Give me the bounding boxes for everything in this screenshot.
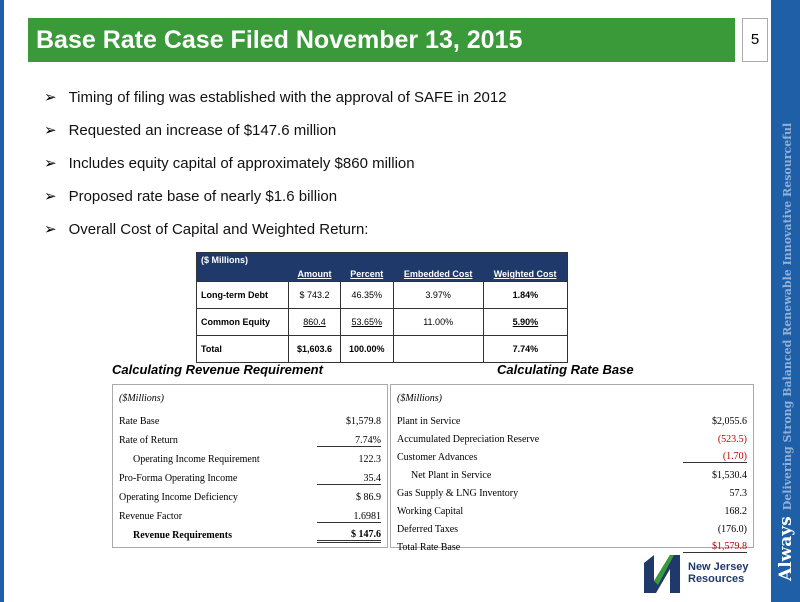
cell: 100.00%: [339, 335, 394, 363]
cell: 11.00%: [392, 308, 484, 336]
row-label: Accumulated Depreciation Reserve: [397, 433, 540, 445]
cell: Long-term Debt: [196, 281, 289, 309]
column-header: Percent: [340, 252, 394, 282]
bullet: Proposed rate base of nearly $1.6 billio…: [44, 187, 507, 220]
cell: $ 743.2: [288, 281, 341, 309]
title: Base Rate Case Filed November 13, 2015: [36, 26, 523, 54]
row-value: 1.6981: [317, 511, 381, 523]
row-label: Revenue Factor: [119, 511, 183, 522]
row-label: Rate of Return: [119, 435, 178, 446]
bullet-list: Timing of filing was established with th…: [44, 88, 507, 253]
row-value: 7.74%: [317, 435, 381, 447]
row-value: 35.4: [317, 473, 381, 485]
logo-icon: [644, 555, 680, 593]
row-label: Operating Income Deficiency: [119, 492, 238, 503]
row-value: $ 147.6: [317, 529, 381, 543]
column-header: Amount: [288, 252, 341, 282]
column-header: Weighted Cost: [483, 252, 568, 282]
column-header: ($ Millions): [196, 252, 289, 282]
rate-base-caption: Calculating Rate Base: [497, 362, 634, 377]
row: Long-term Debt $ 743.2 46.35% 3.97% 1.84%: [196, 281, 568, 309]
logo: New Jersey Resources: [640, 553, 749, 600]
cell: $1,603.6: [288, 335, 341, 363]
banner-tagline: Delivering Strong Balanced Renewable Inn…: [781, 122, 794, 511]
row-label: Deferred Taxes: [397, 523, 459, 535]
title-bar: Base Rate Case Filed November 13, 2015: [28, 18, 735, 62]
revenue-table: ($Millions) Rate Base $1,579.8 Rate of Retu…: [112, 384, 388, 548]
unit-label: ($Millions): [397, 393, 442, 404]
cell: Common Equity: [196, 308, 289, 336]
bullet: Requested an increase of $147.6 million: [44, 121, 507, 154]
banner-word: Always: [776, 516, 796, 581]
row: Pro-Forma Operating Income 35.4: [119, 469, 381, 488]
row-label: Revenue Requirements: [133, 530, 232, 541]
row: Revenue Requirements $ 147.6: [119, 526, 381, 545]
cost-table: ($ Millions) Amount Percent Embedded Cost We…: [196, 252, 568, 363]
logo-text: New Jersey Resources: [688, 561, 749, 585]
row-value: (176.0): [717, 523, 747, 535]
rate-base-table: ($Millions) Plant in Service $2,055.6 Accum…: [390, 384, 754, 553]
row: Common Equity 860.4 53.65% 11.00% 5.90%: [196, 308, 568, 336]
row-label: Operating Income Requirement: [133, 454, 260, 465]
cell: [392, 335, 484, 363]
row-value: (523.5): [717, 433, 747, 445]
row: Rate Base $1,579.8: [119, 412, 381, 431]
row-value: 168.2: [724, 505, 748, 517]
cell: 860.4: [288, 308, 341, 336]
row: Revenue Factor 1.6981: [119, 507, 381, 526]
row-label: Net Plant in Service: [411, 469, 492, 481]
bullet: Overall Cost of Capital and Weighted Ret…: [44, 220, 507, 253]
row-value: $1,579.8: [346, 416, 381, 427]
row: Working Capital 168.2: [397, 502, 747, 520]
row: Customer Advances (1.70): [397, 448, 747, 466]
row-value: $ 86.9: [356, 492, 381, 503]
page-number: 5: [742, 18, 768, 62]
row: Total Rate Base $1,579.8: [397, 538, 747, 556]
row-label: Working Capital: [397, 505, 464, 517]
row: Plant in Service $2,055.6: [397, 412, 747, 430]
cell: 1.84%: [482, 281, 568, 309]
row: Net Plant in Service $1,530.4: [397, 466, 747, 484]
row: Rate of Return 7.74%: [119, 431, 381, 450]
left-edge: [0, 0, 4, 602]
side-banner: Always Delivering Strong Balanced Renewab…: [771, 0, 800, 602]
row-value: $2,055.6: [712, 415, 747, 427]
row: Deferred Taxes (176.0): [397, 520, 747, 538]
cell: 7.74%: [482, 335, 568, 363]
row: Total $1,603.6 100.00% 7.74%: [196, 335, 568, 363]
header-row: ($ Millions) Amount Percent Embedded Cost We…: [196, 252, 568, 282]
cell: Total: [196, 335, 289, 363]
cell: 53.65%: [339, 308, 394, 336]
row-label: Gas Supply & LNG Inventory: [397, 487, 519, 499]
row-label: Pro-Forma Operating Income: [119, 473, 238, 484]
row: Accumulated Depreciation Reserve (523.5): [397, 430, 747, 448]
cell: 46.35%: [339, 281, 394, 309]
column-header: Embedded Cost: [393, 252, 484, 282]
row-value: 122.3: [358, 454, 382, 465]
row-value: $1,579.8: [683, 541, 747, 553]
row: Operating Income Requirement 122.3: [119, 450, 381, 469]
row-value: (1.70): [683, 451, 747, 463]
bullet: Timing of filing was established with th…: [44, 88, 507, 121]
row-label: Rate Base: [119, 416, 160, 427]
bullet: Includes equity capital of approximately…: [44, 154, 507, 187]
row: Gas Supply & LNG Inventory 57.3: [397, 484, 747, 502]
cell: 3.97%: [392, 281, 484, 309]
row-value: 57.3: [729, 487, 748, 499]
row-label: Customer Advances: [397, 451, 478, 463]
row-label: Plant in Service: [397, 415, 461, 427]
row: Operating Income Deficiency $ 86.9: [119, 488, 381, 507]
revenue-caption: Calculating Revenue Requirement: [112, 362, 323, 377]
row-value: $1,530.4: [712, 469, 747, 481]
cell: 5.90%: [482, 308, 568, 336]
unit-label: ($Millions): [119, 393, 164, 404]
row-label: Total Rate Base: [397, 541, 461, 553]
